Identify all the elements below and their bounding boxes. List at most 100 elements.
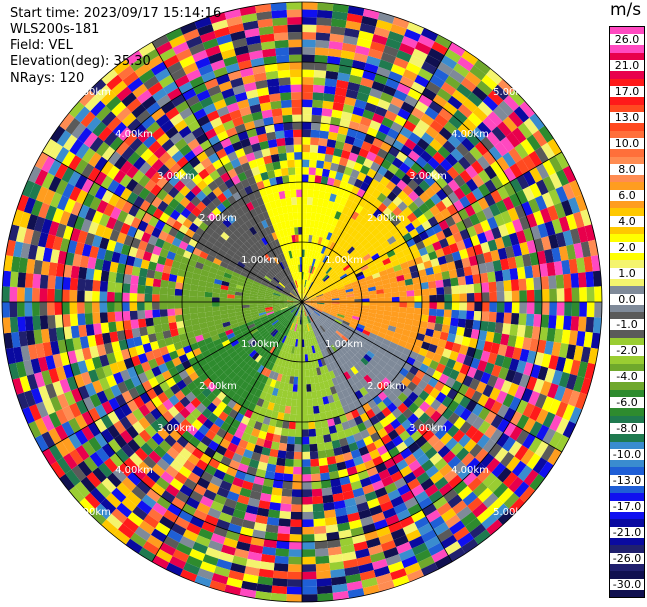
range-gate (329, 312, 338, 318)
range-gate (379, 91, 394, 104)
range-gate (467, 92, 483, 107)
range-gate (421, 253, 431, 263)
range-gate (434, 113, 449, 128)
range-gate (391, 302, 400, 308)
range-gate (316, 9, 333, 19)
range-gate (386, 346, 396, 355)
range-gate (401, 419, 413, 431)
range-gate (289, 413, 297, 422)
colorbar-tick-label: 21.0 (610, 60, 644, 72)
range-gate (414, 295, 423, 302)
range-gate (337, 348, 345, 357)
range-gate (329, 241, 336, 251)
range-gate (575, 392, 588, 410)
range-gate (308, 305, 316, 309)
range-gate (316, 306, 324, 311)
range-gate (594, 286, 602, 302)
range-gate (330, 288, 338, 293)
range-gate (346, 299, 355, 302)
range-gate (336, 203, 345, 213)
range-gate (508, 147, 523, 164)
range-gate (541, 353, 552, 368)
range-gate (362, 229, 371, 239)
range-gate (508, 440, 523, 457)
range-gate (302, 137, 311, 145)
range-gate (356, 422, 367, 433)
range-gate (309, 443, 318, 452)
range-gate (334, 195, 343, 204)
range-gate (334, 319, 343, 325)
range-gate (39, 302, 48, 316)
range-gate (302, 16, 317, 25)
range-gate (341, 261, 349, 269)
range-gate (471, 174, 485, 188)
range-gate (414, 74, 430, 88)
range-gate (367, 370, 377, 381)
range-gate (394, 168, 406, 180)
range-gate (308, 295, 316, 299)
range-gate (496, 418, 510, 433)
range-gate (284, 137, 294, 146)
range-gate (196, 296, 205, 302)
range-gate (515, 159, 530, 175)
range-gate (506, 456, 521, 472)
range-gate (353, 310, 362, 315)
range-gate (107, 311, 116, 323)
range-gate (339, 302, 347, 305)
range-gate (491, 226, 502, 240)
range-gate (291, 391, 298, 400)
range-gate (331, 186, 340, 196)
range-gate (386, 235, 397, 245)
range-gate (469, 378, 481, 391)
range-gate (396, 413, 408, 425)
range-gate (375, 19, 393, 31)
range-gate (306, 264, 310, 273)
range-gate (497, 79, 515, 96)
range-gate (359, 164, 371, 176)
range-gate (369, 302, 378, 306)
range-gate (423, 383, 435, 395)
range-gate (509, 178, 523, 194)
range-gate (325, 70, 339, 80)
range-gate (445, 153, 459, 167)
range-gate (458, 284, 467, 294)
range-gate (289, 69, 302, 78)
range-gate (323, 85, 337, 95)
range-gate (514, 204, 527, 219)
range-gate (294, 429, 302, 437)
range-gate (286, 443, 295, 452)
range-gate (358, 84, 372, 96)
range-gate (431, 41, 449, 56)
range-gate (330, 261, 338, 269)
range-gate (316, 299, 325, 302)
range-gate (336, 164, 347, 174)
range-gate (357, 235, 366, 244)
range-gate (482, 438, 497, 454)
range-gate (351, 315, 360, 321)
range-gate (159, 309, 168, 317)
range-gate (265, 70, 279, 80)
range-gate (534, 195, 548, 211)
range-gate (526, 453, 542, 470)
range-gate (349, 201, 359, 212)
range-gate (309, 296, 317, 300)
range-gate (338, 64, 352, 75)
range-gate (189, 296, 198, 302)
range-gate (302, 571, 317, 580)
range-gate (416, 119, 430, 133)
range-gate (344, 243, 353, 252)
range-gate (421, 341, 431, 351)
range-gate (269, 448, 279, 458)
range-gate (360, 287, 369, 293)
range-gate (458, 310, 467, 320)
range-gate (410, 509, 426, 523)
range-gate (356, 338, 365, 347)
range-gate (425, 244, 436, 254)
range-gate (394, 327, 404, 335)
range-gate (414, 490, 429, 504)
range-gate (377, 165, 388, 177)
range-gate (387, 392, 398, 403)
range-gate (353, 195, 362, 205)
range-gate (377, 248, 387, 257)
range-gate (315, 427, 324, 437)
